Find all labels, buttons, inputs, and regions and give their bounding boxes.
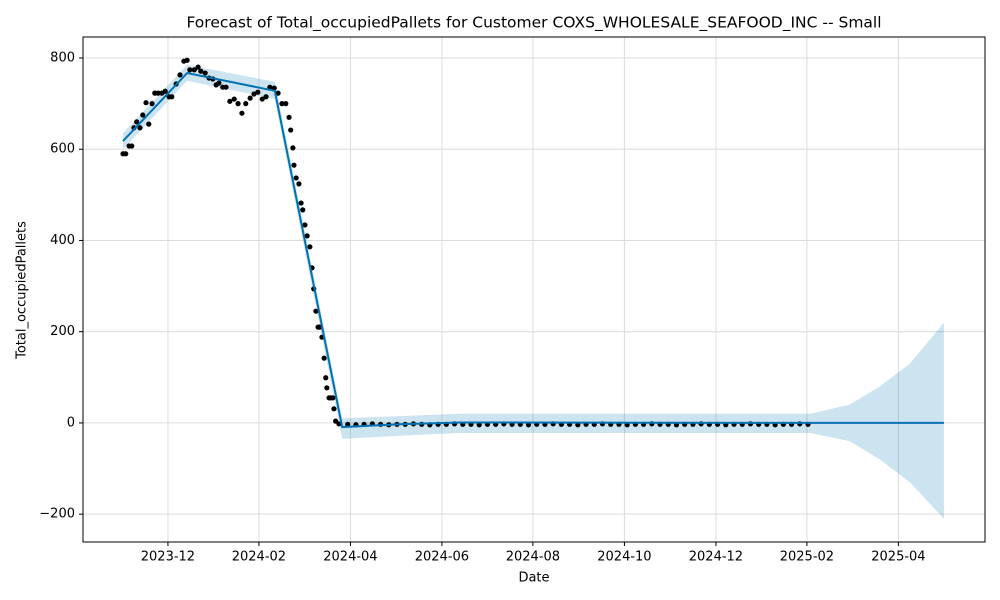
observed-point	[271, 85, 277, 91]
observed-point	[302, 222, 308, 228]
observed-point	[187, 67, 193, 73]
observed-point	[323, 375, 329, 381]
observed-point	[247, 95, 253, 101]
observed-point	[345, 421, 351, 427]
observed-point	[123, 151, 129, 157]
x-tick-label: 2024-12	[689, 550, 743, 565]
observed-point	[129, 143, 135, 149]
observed-point	[177, 72, 183, 78]
x-tick-label: 2023-12	[141, 550, 195, 565]
observed-point	[263, 94, 269, 100]
observed-point	[143, 100, 149, 106]
observed-point	[283, 101, 289, 107]
observed-point	[288, 127, 294, 133]
y-tick-label: 0	[67, 415, 75, 430]
observed-point	[290, 145, 296, 151]
observed-point	[298, 200, 304, 206]
observed-point	[195, 64, 201, 70]
observed-point	[239, 110, 245, 116]
y-tick-label: 800	[50, 50, 75, 65]
observed-point	[279, 101, 285, 107]
x-tick-label: 2025-02	[780, 550, 834, 565]
observed-point	[191, 67, 197, 73]
observed-point	[184, 57, 190, 63]
x-tick-label: 2024-04	[323, 550, 377, 565]
observed-point	[291, 162, 297, 168]
observed-point	[324, 385, 330, 391]
observed-point	[313, 308, 319, 314]
observed-point	[146, 121, 152, 127]
observed-point	[336, 421, 342, 427]
observed-point	[134, 119, 140, 125]
x-tick-label: 2025-04	[871, 550, 925, 565]
observed-point	[296, 181, 302, 187]
observed-point	[231, 96, 237, 102]
observed-point	[255, 89, 261, 95]
y-tick-label: −200	[39, 507, 75, 522]
x-axis-label: Date	[518, 571, 549, 586]
observed-point	[169, 94, 175, 100]
y-axis-label: Total_occupiedPallets	[15, 221, 30, 360]
observed-point	[267, 84, 273, 90]
plot-frame	[82, 36, 986, 543]
observed-point	[300, 207, 306, 213]
observed-point	[307, 244, 313, 250]
observed-point	[286, 114, 292, 120]
chart-title: Forecast of Total_occupiedPallets for Cu…	[186, 14, 881, 33]
observed-point	[162, 88, 168, 94]
observed-point	[223, 84, 229, 90]
observed-point	[137, 125, 143, 131]
observed-point	[140, 112, 146, 118]
observed-point	[149, 101, 155, 107]
observed-point	[198, 68, 204, 74]
x-tick-label: 2024-10	[597, 550, 651, 565]
observed-point	[235, 101, 241, 107]
observed-point	[275, 90, 281, 96]
observed-point	[202, 70, 208, 76]
observed-point	[155, 90, 161, 96]
uncertainty-band	[123, 64, 944, 519]
forecast-line	[122, 71, 944, 429]
x-tick-label: 2024-02	[232, 550, 286, 565]
y-tick-label: 200	[50, 324, 75, 339]
observed-point	[321, 355, 327, 361]
observed-point	[331, 406, 337, 412]
y-tick-label: 400	[50, 233, 75, 248]
x-tick-label: 2024-08	[506, 550, 560, 565]
observed-point	[293, 175, 299, 181]
observed-point	[227, 98, 233, 104]
y-tick-label: 600	[50, 142, 75, 157]
observed-point	[330, 395, 336, 401]
observed-point	[216, 80, 222, 86]
x-tick-label: 2024-06	[415, 550, 469, 565]
observed-point	[243, 101, 249, 107]
observed-point	[259, 96, 265, 102]
observed-point	[304, 233, 310, 239]
